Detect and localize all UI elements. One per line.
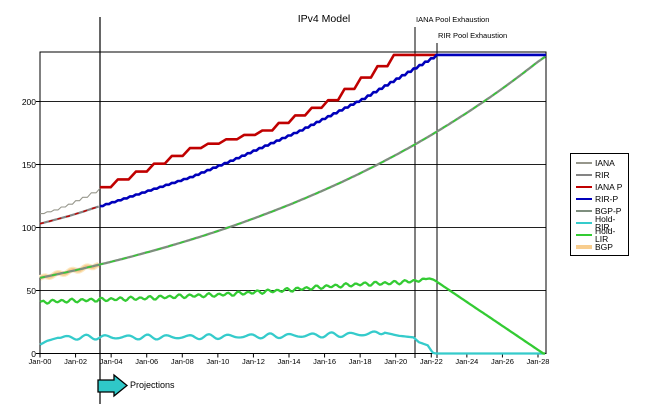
y-axis-label-0: 0 — [31, 348, 36, 359]
legend-swatch-Hold-RIR — [576, 221, 592, 225]
x-axis-label-Jan-12: Jan-12 — [241, 357, 265, 366]
legend-label: Hold-LIR — [595, 225, 616, 244]
x-axis-label-Jan-24: Jan-24 — [455, 357, 479, 366]
x-axis-label-Jan-14: Jan-14 — [277, 357, 301, 366]
x-axis-label-Jan-28: Jan-28 — [526, 357, 550, 366]
series-IANA P — [99, 53, 437, 189]
x-axis-label-Jan-06: Jan-06 — [135, 357, 159, 366]
legend-label: RIR — [595, 169, 610, 180]
legend-item-IANA: IANA — [576, 157, 624, 169]
legend-swatch-IANA — [576, 162, 592, 164]
series-Hold-RIR — [39, 330, 546, 355]
x-axis-label-Jan-26: Jan-26 — [490, 357, 514, 366]
legend-swatch-Hold-LIR — [576, 233, 592, 237]
y-axis-label-50: 50 — [26, 285, 36, 296]
y-axis-label-100: 100 — [21, 222, 36, 233]
legend-item-RIR-P: RIR-P — [576, 193, 624, 205]
x-axis-label-Jan-10: Jan-10 — [206, 357, 230, 366]
legend-label: IANA P — [595, 181, 623, 192]
series-BGP-P — [39, 55, 546, 280]
series-Hold-LIR — [39, 277, 546, 355]
x-axis-label-Jan-20: Jan-20 — [384, 357, 408, 366]
legend-label: Hold-RIR — [595, 213, 616, 232]
legend-label: BGP — [595, 241, 613, 252]
legend-item-Hold-LIR: Hold-LIR — [576, 225, 624, 244]
iana-exhaustion-label: IANA Pool Exhaustion — [416, 15, 490, 24]
legend-label: RIR-P — [595, 193, 619, 204]
y-axis-label-200: 200 — [21, 96, 36, 107]
legend-swatch-RIR-P — [576, 197, 592, 201]
x-axis-label-Jan-08: Jan-08 — [170, 357, 194, 366]
legend-label: BGP-P — [595, 205, 622, 216]
legend-item-Hold-RIR: Hold-RIR — [576, 213, 624, 232]
legend-swatch-BGP — [576, 245, 592, 249]
x-axis-label-Jan-00: Jan-00 — [28, 357, 52, 366]
chart-legend: IANA RIR IANA P RIR-P BGP-P Hold-RIR Hold-LIR B… — [570, 153, 629, 256]
y-axis-label-150: 150 — [21, 159, 36, 170]
legend-item-RIR: RIR — [576, 169, 624, 181]
x-axis-label-Jan-16: Jan-16 — [313, 357, 337, 366]
legend-item-IANA P: IANA P — [576, 181, 624, 193]
series-RIR-P — [99, 53, 546, 208]
plot-border — [39, 51, 547, 354]
x-axis-label-Jan-18: Jan-18 — [348, 357, 372, 366]
x-axis-label-Jan-02: Jan-02 — [64, 357, 88, 366]
legend-item-BGP-P: BGP-P — [576, 205, 624, 217]
x-axis-label-Jan-22: Jan-22 — [419, 357, 443, 366]
series-overlay-RIR — [39, 205, 99, 225]
series-IANA — [40, 188, 101, 215]
projections-arrow-icon — [97, 373, 129, 398]
legend-swatch-IANA P — [576, 185, 592, 189]
chart-title: IPv4 Model — [297, 13, 351, 25]
series-overlay-BGP-P — [39, 56, 546, 279]
projections-label: Projections — [130, 380, 175, 390]
legend-swatch-RIR — [576, 173, 592, 177]
legend-swatch-BGP-P — [576, 209, 592, 213]
rir-exhaustion-label: RIR Pool Exhaustion — [438, 31, 508, 40]
legend-label: IANA — [595, 157, 615, 168]
x-axis-label-Jan-04: Jan-04 — [99, 357, 123, 366]
legend-item-BGP: BGP — [576, 241, 624, 253]
